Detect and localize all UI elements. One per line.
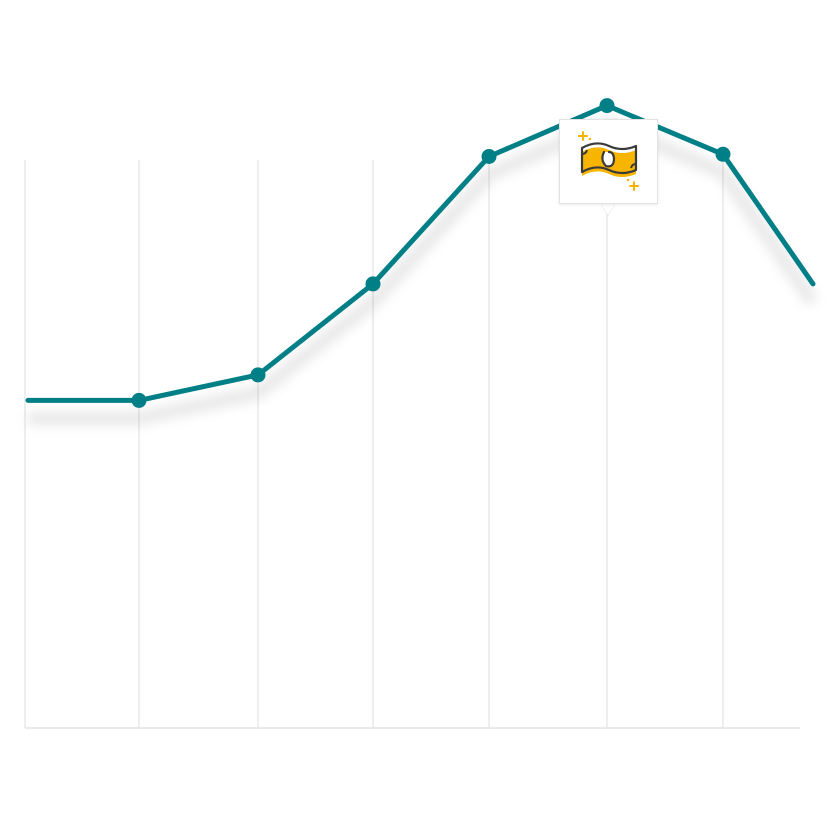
- money-bill-icon: [578, 131, 639, 191]
- series-line: [25, 103, 816, 403]
- line-shadow: [28, 117, 818, 425]
- series-points: [131, 98, 731, 408]
- vertical-gridlines: [24, 160, 724, 728]
- data-point: [365, 276, 381, 292]
- series-line-shadow: [28, 117, 818, 425]
- data-point: [715, 146, 731, 162]
- series-line-group: [25, 103, 816, 403]
- data-point: [481, 149, 497, 164]
- tooltip-pointer: [601, 204, 615, 215]
- peak-tooltip: [559, 119, 658, 204]
- data-point: [250, 367, 266, 383]
- data-point: [131, 392, 147, 408]
- data-point: [599, 98, 615, 114]
